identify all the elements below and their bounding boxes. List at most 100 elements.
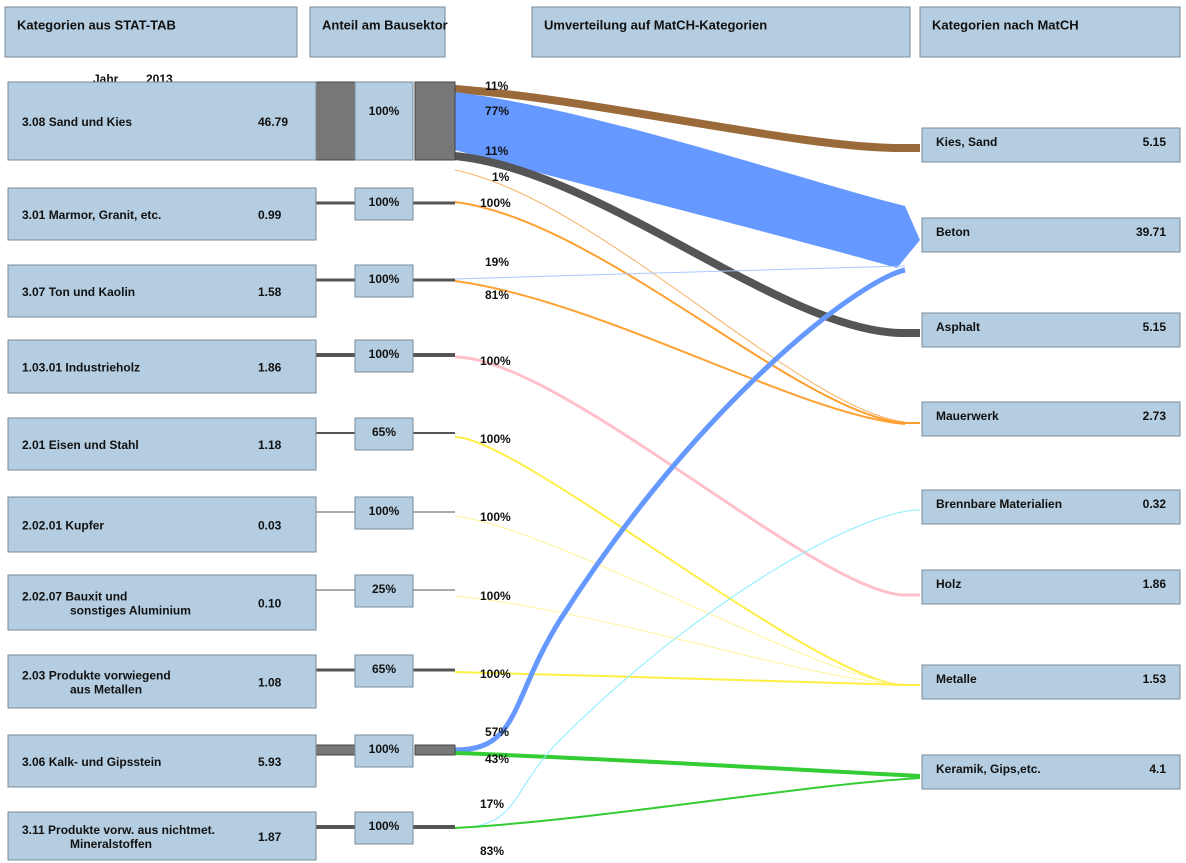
target-value: 1.86	[1143, 577, 1167, 591]
share: 65%	[372, 662, 396, 676]
header-text: Umverteilung auf MatCH-Kategorien	[544, 17, 767, 32]
share: 100%	[369, 504, 400, 518]
target-label: Asphalt	[936, 320, 980, 334]
share-box	[354, 734, 414, 768]
share: 100%	[369, 104, 400, 118]
flow	[454, 267, 906, 753]
flow	[454, 777, 921, 829]
source-label: 2.01 Eisen und Stahl	[22, 438, 139, 452]
source-label: 3.01 Marmor, Granit, etc.	[22, 208, 161, 222]
source-box	[7, 734, 317, 788]
block	[414, 81, 456, 161]
flow	[454, 509, 921, 829]
source-box	[7, 574, 317, 631]
share: 25%	[372, 582, 396, 596]
target-box	[921, 754, 1181, 790]
header-box	[919, 6, 1181, 58]
target-box	[921, 664, 1181, 700]
flow	[454, 280, 906, 425]
source-box	[7, 654, 317, 709]
source-value: 0.99	[258, 208, 282, 222]
flow-label: 83%	[480, 844, 504, 858]
flow-label: 100%	[480, 589, 511, 603]
source-label: sonstiges Aluminium	[70, 604, 191, 618]
block	[311, 81, 356, 161]
flow	[454, 201, 920, 424]
nodes: Kategorien aus STAT-TAB Anteil am Bausekt…	[4, 6, 1181, 861]
share: 100%	[369, 819, 400, 833]
source-label: 2.03 Produkte vorwiegend	[22, 669, 171, 683]
flow	[454, 152, 920, 337]
header-box	[531, 6, 911, 58]
flow-label: 81%	[485, 288, 509, 302]
share-box	[354, 187, 414, 221]
source-box	[7, 496, 317, 553]
share-box	[354, 417, 414, 451]
flow-label: 19%	[485, 255, 509, 269]
share-box	[354, 574, 414, 608]
header-text: Anteil am Bausektor	[322, 17, 448, 32]
source-value: 1.87	[258, 830, 282, 844]
target-value: 5.15	[1143, 135, 1167, 149]
source-value: 0.10	[258, 597, 282, 611]
source-label: 2.02.01 Kupfer	[22, 519, 104, 533]
flow-label: 100%	[480, 354, 511, 368]
flow-label: 100%	[480, 667, 511, 681]
source-box	[7, 187, 317, 241]
flow-label: 11%	[485, 144, 509, 158]
source-box	[7, 811, 317, 861]
target-value: 1.53	[1143, 672, 1167, 686]
header-box	[309, 6, 446, 58]
target-box	[921, 569, 1181, 605]
share: 100%	[369, 195, 400, 209]
share-box	[354, 811, 414, 845]
source-label: 3.06 Kalk- und Gipsstein	[22, 755, 161, 769]
header-box	[4, 6, 298, 58]
share-box	[354, 264, 414, 298]
flow	[454, 595, 906, 686]
block	[414, 744, 456, 756]
share-box	[354, 339, 414, 373]
source-box	[7, 264, 317, 318]
share: 100%	[369, 742, 400, 756]
target-label: Mauerwerk	[936, 409, 999, 423]
target-label: Kies, Sand	[936, 135, 997, 149]
flow	[455, 92, 920, 268]
source-box	[7, 417, 317, 471]
source-value: 1.58	[258, 285, 282, 299]
share-box	[354, 496, 414, 530]
target-value: 2.73	[1143, 409, 1167, 423]
target-label: Metalle	[936, 672, 977, 686]
flow-label: 77%	[485, 104, 509, 118]
source-label: 3.08 Sand und Kies	[22, 115, 132, 129]
source-value: 0.03	[258, 519, 282, 533]
source-value: 46.79	[258, 115, 288, 129]
flow-label: 57%	[485, 725, 509, 739]
flow	[454, 355, 920, 597]
target-box	[921, 217, 1181, 253]
flow-label: 11%	[485, 79, 509, 93]
share: 100%	[369, 347, 400, 361]
flows	[454, 85, 921, 829]
flow-label: 100%	[480, 432, 511, 446]
source-label: 3.11 Produkte vorw. aus nichtmet.	[22, 823, 215, 837]
flow	[454, 85, 920, 152]
flow	[454, 436, 906, 686]
source-value: 1.18	[258, 438, 282, 452]
flow-label: 17%	[480, 797, 504, 811]
flow	[454, 265, 906, 280]
target-value: 5.15	[1143, 320, 1167, 334]
source-box	[7, 81, 317, 161]
block	[311, 744, 356, 756]
target-box	[921, 312, 1181, 348]
source-label: 1.03.01 Industrieholz	[22, 361, 140, 375]
share-box	[354, 81, 414, 161]
share: 100%	[369, 272, 400, 286]
target-value: 4.1	[1149, 762, 1166, 776]
flow-label: 100%	[480, 196, 511, 210]
flow-label: 1%	[492, 170, 510, 184]
flow	[454, 169, 906, 423]
source-label: aus Metallen	[70, 683, 142, 697]
target-box	[921, 401, 1181, 437]
